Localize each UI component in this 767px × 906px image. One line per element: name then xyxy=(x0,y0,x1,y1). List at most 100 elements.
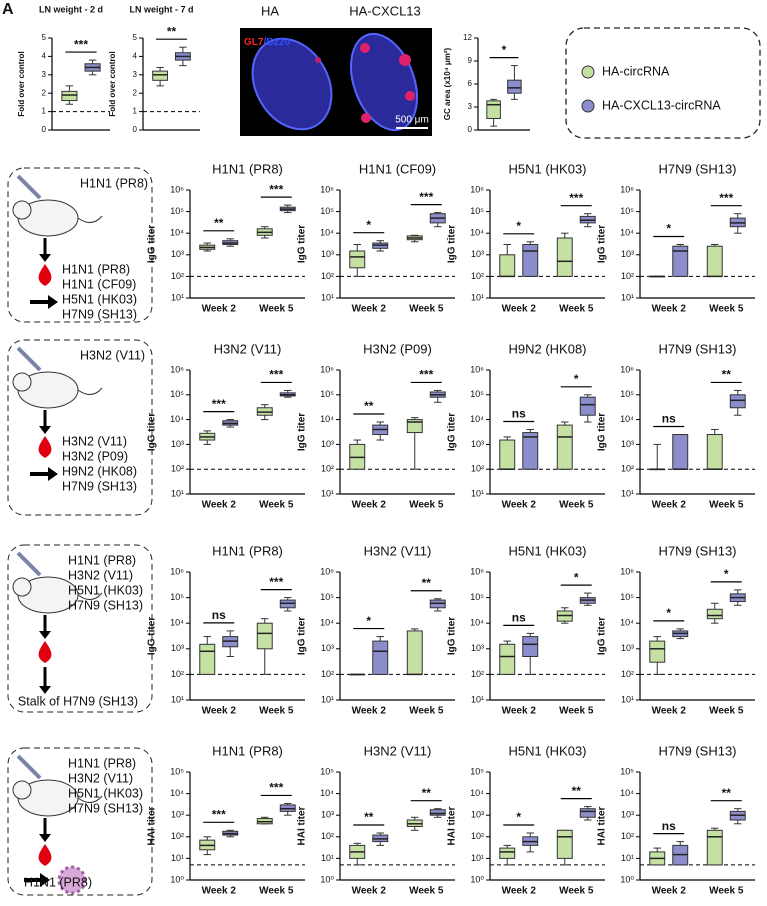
legend-label: HA-CXCL13-circRNA xyxy=(602,98,721,112)
y-axis-label: IgG titer xyxy=(597,617,608,655)
y-tick-label: 10³ xyxy=(621,249,634,259)
mouse-tail xyxy=(77,592,103,600)
y-tick-label: 10⁵ xyxy=(170,592,184,602)
y-tick-label: 10⁶ xyxy=(320,566,334,576)
readout: H3N2 (V11) xyxy=(62,434,127,448)
y-tick-label: 10⁵ xyxy=(470,206,484,216)
box xyxy=(706,245,723,277)
immunogen: H5N1 (HK03) xyxy=(68,583,143,597)
y-tick-label: 10³ xyxy=(171,810,184,820)
x-tick-label: Week 2 xyxy=(202,500,237,511)
significance-label: ** xyxy=(422,786,432,800)
box xyxy=(672,434,689,470)
y-tick-label: 3 xyxy=(133,70,138,79)
y-tick-label: 10¹ xyxy=(471,694,484,704)
y-tick-label: 10³ xyxy=(321,249,334,259)
x-tick-label: Week 5 xyxy=(709,886,744,897)
y-tick-label: 10⁶ xyxy=(170,566,184,576)
box xyxy=(507,79,522,94)
y-tick-label: 10³ xyxy=(621,643,634,653)
mouse-tail xyxy=(77,215,103,223)
box xyxy=(706,608,723,620)
y-tick-label: 1 xyxy=(42,107,47,116)
y-tick-label: 10⁴ xyxy=(620,788,634,798)
y-tick-label: 10⁵ xyxy=(170,206,184,216)
mouse-tail xyxy=(77,795,103,803)
y-tick-label: 10³ xyxy=(171,249,184,259)
x-tick-label: Week 2 xyxy=(652,706,687,717)
y-tick-label: 10⁵ xyxy=(620,592,634,602)
y-tick-label: 10⁰ xyxy=(470,874,484,884)
syringe xyxy=(16,551,42,577)
significance-label: *** xyxy=(74,37,88,51)
box xyxy=(556,829,573,859)
y-tick-label: 10⁴ xyxy=(620,414,634,424)
y-tick-label: 10³ xyxy=(471,249,484,259)
readout: H1N1 (PR8) xyxy=(24,875,92,889)
y-tick-label: 10⁶ xyxy=(470,566,484,576)
y-tick-label: 1 xyxy=(133,107,138,116)
arrow xyxy=(30,467,58,481)
y-tick-label: 10⁶ xyxy=(620,184,634,194)
significance-label: ns xyxy=(212,608,226,622)
y-tick-label: 10¹ xyxy=(171,853,184,863)
box xyxy=(499,643,516,675)
y-tick-label: 10² xyxy=(471,271,484,281)
syringe xyxy=(16,346,42,372)
y-tick-label: 10³ xyxy=(621,810,634,820)
y-tick-label: 10³ xyxy=(321,810,334,820)
y-tick-label: 10⁶ xyxy=(170,184,184,194)
gc-spot xyxy=(360,43,370,53)
significance-label: ns xyxy=(512,407,526,421)
y-tick-label: 10⁰ xyxy=(320,874,334,884)
virus xyxy=(57,865,87,895)
y-axis-label: IgG titer xyxy=(297,617,308,655)
y-axis-label: HAI titer xyxy=(297,806,308,845)
x-tick-label: Week 5 xyxy=(559,886,594,897)
image-label: HA-CXCL13 xyxy=(349,3,421,18)
x-tick-label: Week 5 xyxy=(409,304,444,315)
schematic-box xyxy=(7,747,153,896)
y-tick-label: 10² xyxy=(621,669,634,679)
box xyxy=(649,640,666,663)
box xyxy=(556,237,573,277)
y-tick-label: 10² xyxy=(471,669,484,679)
significance-label: *** xyxy=(269,368,283,382)
y-tick-label: 10¹ xyxy=(171,292,184,302)
y-tick-label: 10² xyxy=(171,669,184,679)
mouse-head xyxy=(12,372,32,392)
readout: Stalk of H7N9 (SH13) xyxy=(18,694,138,708)
y-axis-label: IgG titer xyxy=(147,413,158,451)
x-tick-label: Week 2 xyxy=(202,706,237,717)
y-tick-label: 10³ xyxy=(321,643,334,653)
y-tick-label: 12 xyxy=(463,33,472,42)
gc-spot xyxy=(361,113,371,123)
y-tick-label: 10⁴ xyxy=(170,618,184,628)
significance-label: ** xyxy=(722,786,732,800)
y-tick-label: 10² xyxy=(621,464,634,474)
y-tick-label: 10⁵ xyxy=(470,766,484,776)
y-tick-label: 10³ xyxy=(471,439,484,449)
y-tick-label: 10² xyxy=(621,831,634,841)
significance-label: *** xyxy=(269,182,283,196)
y-tick-label: 10⁶ xyxy=(620,566,634,576)
y-axis-label: IgG titer xyxy=(147,617,158,655)
y-tick-label: 10¹ xyxy=(321,488,334,498)
x-tick-label: Week 5 xyxy=(409,886,444,897)
y-tick-label: 2 xyxy=(133,88,138,97)
significance-label: * xyxy=(666,606,671,620)
box xyxy=(706,434,723,470)
y-tick-label: 10⁵ xyxy=(320,206,334,216)
chart-title: H1N1 (PR8) xyxy=(212,743,283,758)
y-axis-label: IgG titer xyxy=(447,225,458,263)
y-tick-label: 10³ xyxy=(321,439,334,449)
y-axis-label: HAI titer xyxy=(597,806,608,845)
chart-title: H3N2 (V11) xyxy=(364,743,432,758)
stain: GL7 xyxy=(244,37,264,48)
y-tick-label: 10⁵ xyxy=(320,389,334,399)
y-tick-label: 10¹ xyxy=(621,694,634,704)
immunogen: H7N9 (SH13) xyxy=(68,598,143,612)
significance-label: * xyxy=(574,372,579,386)
chart-title: H7N9 (SH13) xyxy=(658,341,736,356)
y-tick-label: 10³ xyxy=(171,439,184,449)
